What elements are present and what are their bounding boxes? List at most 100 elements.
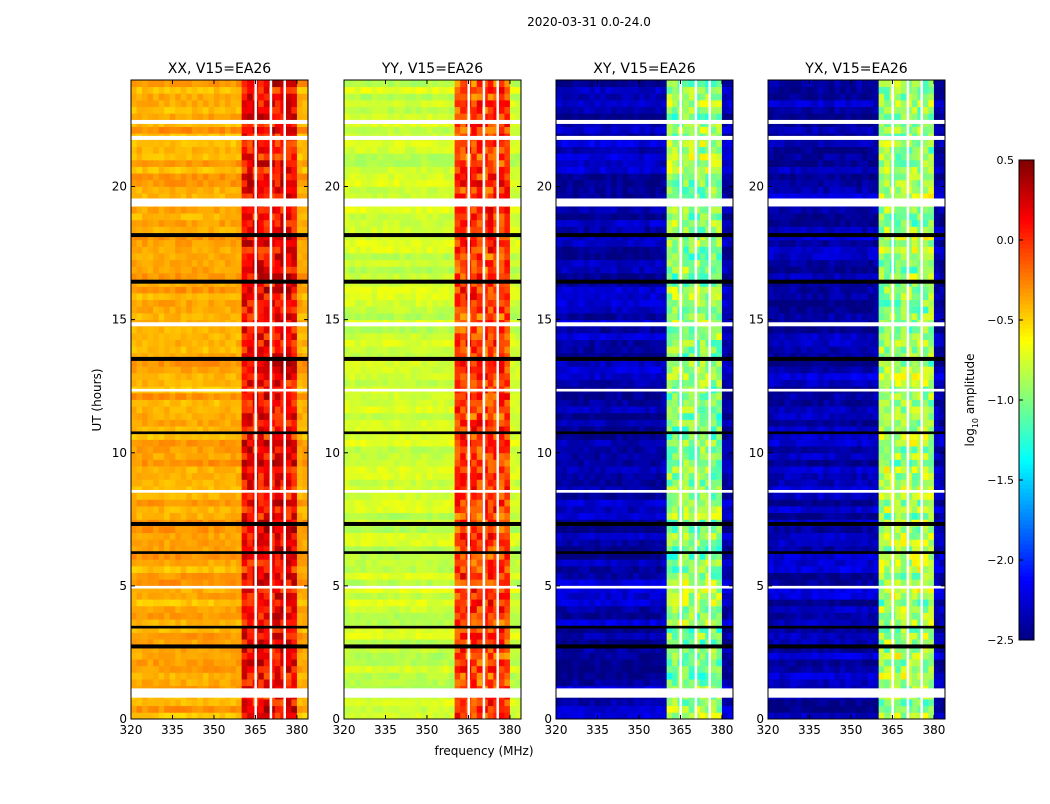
heatmap-cell	[208, 206, 214, 213]
heatmap-cell	[208, 599, 214, 606]
heatmap-cell	[231, 539, 237, 546]
heatmap-cell	[264, 413, 270, 420]
heatmap-cell	[444, 380, 450, 387]
heatmap-cell	[175, 712, 181, 719]
heatmap-cell	[225, 473, 231, 480]
heatmap-cell	[264, 167, 270, 174]
heatmap-cell	[181, 606, 187, 613]
heatmap-cell	[275, 220, 281, 227]
heatmap-cell	[275, 87, 281, 94]
heatmap-cell	[208, 419, 214, 426]
heatmap-cell	[148, 679, 154, 686]
heatmap-cell	[137, 493, 143, 500]
heatmap-cell	[153, 260, 159, 267]
heatmap-cell	[361, 566, 367, 573]
heatmap-cell	[504, 506, 510, 513]
heatmap-cell	[258, 266, 264, 273]
heatmap-cell	[164, 632, 170, 639]
heatmap-cell	[131, 293, 137, 300]
heatmap-cell	[236, 666, 242, 673]
heatmap-cell	[203, 712, 209, 719]
heatmap-cell	[499, 539, 505, 546]
heatmap-cell	[148, 413, 154, 420]
heatmap-cell	[247, 113, 253, 120]
heatmap-cell	[410, 506, 416, 513]
heatmap-cell	[181, 499, 187, 506]
heatmap-cell	[220, 187, 226, 194]
heatmap-cell	[297, 80, 303, 87]
heatmap-cell	[231, 473, 237, 480]
heatmap-cell	[510, 666, 516, 673]
heatmap-cell	[366, 579, 372, 586]
heatmap-cell	[175, 493, 181, 500]
heatmap-cell	[372, 326, 378, 333]
heatmap-cell	[192, 699, 198, 706]
heatmap-cell	[286, 346, 292, 353]
heatmap-cell	[231, 253, 237, 260]
heatmap-cell	[383, 340, 389, 347]
heatmap-cell	[181, 266, 187, 273]
heatmap-cell	[455, 400, 461, 407]
heatmap-cell	[350, 613, 356, 620]
heatmap-cell	[137, 107, 143, 114]
heatmap-cell	[175, 346, 181, 353]
heatmap-cell	[366, 566, 372, 573]
heatmap-cell	[197, 300, 203, 307]
heatmap-cell	[137, 206, 143, 213]
heatmap-cell	[153, 406, 159, 413]
heatmap-cell	[175, 226, 181, 233]
heatmap-cell	[421, 453, 427, 460]
heatmap-cell	[225, 300, 231, 307]
heatmap-cell	[383, 632, 389, 639]
heatmap-cell	[504, 606, 510, 613]
heatmap-cell	[170, 260, 176, 267]
heatmap-cell	[142, 613, 148, 620]
heatmap-cell	[405, 559, 411, 566]
heatmap-cell	[291, 539, 297, 546]
heatmap-cell	[372, 559, 378, 566]
heatmap-cell	[471, 499, 477, 506]
heatmap-cell	[455, 599, 461, 606]
heatmap-cell	[344, 526, 350, 533]
heatmap-cell	[236, 187, 242, 194]
heatmap-cell	[291, 127, 297, 134]
heatmap-cell	[242, 160, 248, 167]
heatmap-cell	[186, 306, 192, 313]
heatmap-cell	[197, 593, 203, 600]
heatmap-cell	[275, 453, 281, 460]
heatmap-cell	[170, 87, 176, 94]
heatmap-cell	[231, 127, 237, 134]
heatmap-cell	[142, 499, 148, 506]
heatmap-cell	[388, 513, 394, 520]
heatmap-cell	[366, 366, 372, 373]
heatmap-cell	[449, 473, 455, 480]
heatmap-cell	[291, 313, 297, 320]
heatmap-cell	[433, 706, 439, 713]
heatmap-cell	[264, 173, 270, 180]
heatmap-cell	[148, 333, 154, 340]
heatmap-cell	[164, 473, 170, 480]
flagged-row	[131, 688, 308, 697]
heatmap-cell	[197, 87, 203, 94]
heatmap-cell	[131, 140, 137, 147]
heatmap-cell	[236, 672, 242, 679]
heatmap-cell	[394, 599, 400, 606]
heatmap-cell	[286, 80, 292, 87]
heatmap-cell	[477, 373, 483, 380]
heatmap-cell	[175, 293, 181, 300]
heatmap-cell	[225, 286, 231, 293]
heatmap-cell	[153, 479, 159, 486]
heatmap-cell	[366, 453, 372, 460]
heatmap-cell	[192, 400, 198, 407]
heatmap-cell	[388, 459, 394, 466]
heatmap-cell	[258, 513, 264, 520]
heatmap-cell	[449, 513, 455, 520]
heatmap-cell	[258, 539, 264, 546]
heatmap-cell	[225, 373, 231, 380]
heatmap-cell	[350, 712, 356, 719]
heatmap-cell	[164, 526, 170, 533]
heatmap-cell	[247, 240, 253, 247]
heatmap-cell	[372, 346, 378, 353]
heatmap-cell	[137, 273, 143, 280]
heatmap-cell	[225, 459, 231, 466]
